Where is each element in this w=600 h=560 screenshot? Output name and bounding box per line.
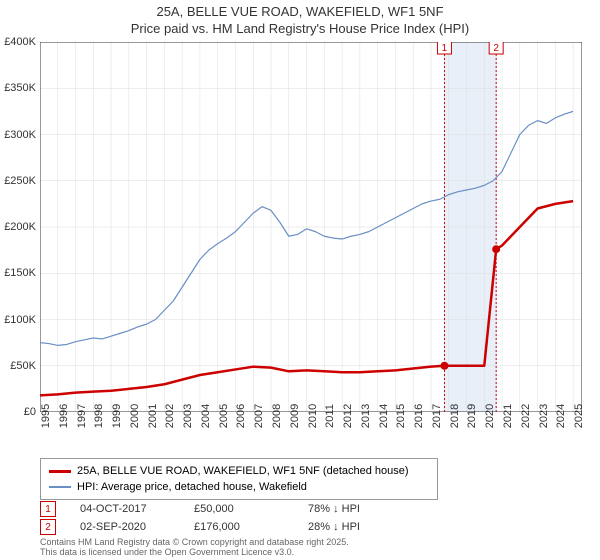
legend-entry: HPI: Average price, detached house, Wake… — [49, 479, 429, 495]
x-tick-label: 2021 — [502, 404, 514, 428]
x-tick-label: 2006 — [235, 404, 247, 428]
svg-text:1: 1 — [442, 43, 448, 54]
x-tick-label: 1998 — [93, 404, 105, 428]
x-tick-label: 1999 — [111, 404, 123, 428]
x-tick-label: 2022 — [520, 404, 532, 428]
x-tick-label: 1996 — [58, 404, 70, 428]
marker-row: 2 02-SEP-2020 £176,000 28% ↓ HPI — [40, 518, 398, 536]
marker-date: 02-SEP-2020 — [80, 521, 170, 533]
x-tick-label: 2018 — [449, 404, 461, 428]
y-tick-label: £200K — [4, 221, 36, 233]
marker-delta: 78% ↓ HPI — [308, 503, 398, 515]
x-tick-label: 2010 — [307, 404, 319, 428]
y-tick-label: £0 — [24, 406, 36, 418]
legend-swatch — [49, 486, 71, 488]
chart-svg: 12 — [40, 42, 582, 412]
x-tick-label: 2011 — [324, 404, 336, 428]
y-tick-label: £100K — [4, 314, 36, 326]
x-tick-label: 2000 — [129, 404, 141, 428]
x-tick-label: 2009 — [289, 404, 301, 428]
x-tick-label: 2008 — [271, 404, 283, 428]
x-tick-label: 2014 — [378, 404, 390, 428]
legend-label: 25A, BELLE VUE ROAD, WAKEFIELD, WF1 5NF … — [77, 465, 409, 477]
y-tick-label: £150K — [4, 267, 36, 279]
x-tick-label: 2004 — [200, 404, 212, 428]
x-tick-label: 2017 — [431, 404, 443, 428]
y-tick-label: £50K — [10, 360, 36, 372]
legend-swatch — [49, 470, 71, 473]
x-tick-label: 2015 — [395, 404, 407, 428]
x-tick-label: 2019 — [466, 404, 478, 428]
x-tick-label: 2003 — [182, 404, 194, 428]
x-tick-label: 2007 — [253, 404, 265, 428]
legend-label: HPI: Average price, detached house, Wake… — [77, 481, 307, 493]
y-tick-label: £400K — [4, 36, 36, 48]
y-tick-label: £350K — [4, 82, 36, 94]
x-tick-label: 2023 — [538, 404, 550, 428]
legend: 25A, BELLE VUE ROAD, WAKEFIELD, WF1 5NF … — [40, 458, 438, 500]
x-tick-label: 1995 — [40, 404, 52, 428]
chart-plot-area: 12 £0£50K£100K£150K£200K£250K£300K£350K£… — [40, 42, 582, 412]
chart-title-2: Price paid vs. HM Land Registry's House … — [0, 21, 600, 38]
marker-date: 04-OCT-2017 — [80, 503, 170, 515]
marker-annotation-table: 1 04-OCT-2017 £50,000 78% ↓ HPI 2 02-SEP-2020… — [40, 500, 398, 536]
x-tick-label: 2016 — [413, 404, 425, 428]
x-tick-label: 2013 — [360, 404, 372, 428]
legend-entry: 25A, BELLE VUE ROAD, WAKEFIELD, WF1 5NF … — [49, 463, 429, 479]
marker-price: £176,000 — [194, 521, 284, 533]
y-tick-label: £300K — [4, 129, 36, 141]
x-tick-label: 2005 — [218, 404, 230, 428]
marker-delta: 28% ↓ HPI — [308, 521, 398, 533]
marker-badge: 1 — [40, 501, 56, 517]
chart-title-1: 25A, BELLE VUE ROAD, WAKEFIELD, WF1 5NF — [0, 4, 600, 21]
x-tick-label: 2002 — [164, 404, 176, 428]
x-tick-label: 2025 — [573, 404, 585, 428]
marker-price: £50,000 — [194, 503, 284, 515]
svg-text:2: 2 — [493, 43, 499, 54]
marker-row: 1 04-OCT-2017 £50,000 78% ↓ HPI — [40, 500, 398, 518]
x-tick-label: 2020 — [484, 404, 496, 428]
x-tick-label: 2012 — [342, 404, 354, 428]
x-tick-label: 2001 — [147, 404, 159, 428]
y-tick-label: £250K — [4, 175, 36, 187]
footer-attribution: Contains HM Land Registry data © Crown c… — [40, 538, 349, 558]
marker-badge: 2 — [40, 519, 56, 535]
x-tick-label: 1997 — [76, 404, 88, 428]
footer-line2: This data is licensed under the Open Gov… — [40, 548, 349, 558]
x-tick-label: 2024 — [555, 404, 567, 428]
